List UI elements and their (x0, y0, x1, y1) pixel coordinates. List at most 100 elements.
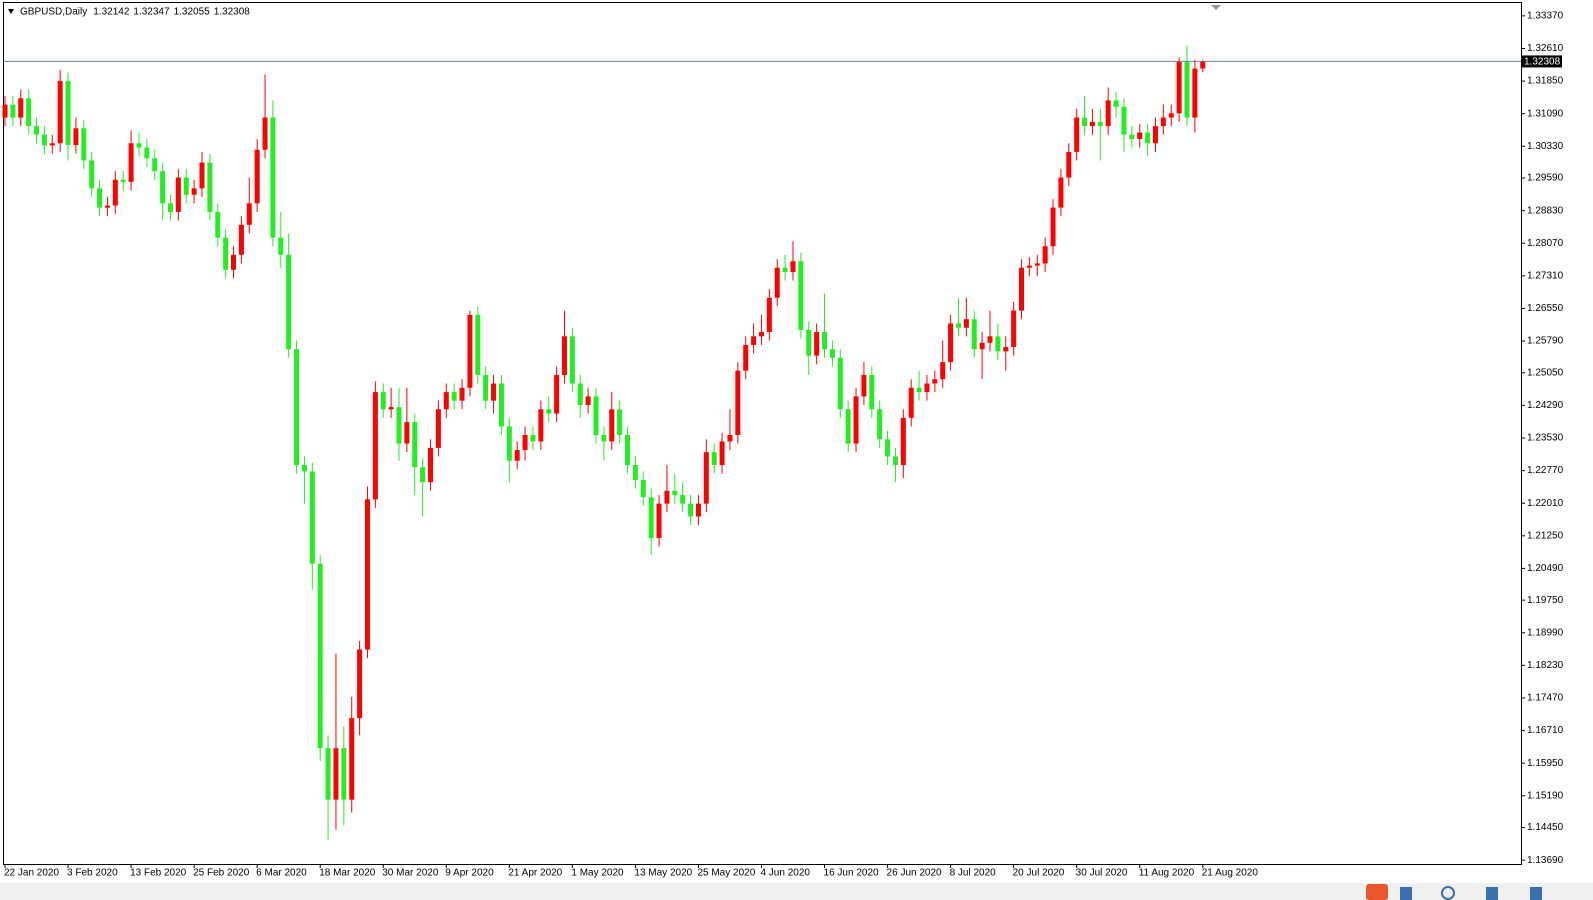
taskbar-icon[interactable] (1530, 887, 1542, 900)
current-price-label: 1.32308 (1524, 57, 1561, 68)
candle-body (1019, 267, 1025, 311)
x-tick-label: 13 May 2020 (634, 868, 692, 879)
candle-body (309, 471, 315, 564)
candle-body (554, 374, 560, 414)
y-tick-label: 1.18990 (1527, 627, 1564, 638)
candle-body (688, 503, 694, 517)
candle-body (1003, 347, 1009, 352)
candle-body (349, 718, 355, 800)
candle-body (152, 158, 158, 172)
candle-body (940, 362, 946, 380)
candle-body (1097, 121, 1103, 127)
candle-body (703, 452, 709, 504)
taskbar-icon[interactable] (1441, 886, 1455, 900)
candle-body (262, 117, 268, 150)
y-tick-label: 1.31090 (1527, 108, 1564, 119)
y-tick-label: 1.21250 (1527, 530, 1564, 541)
candle-body (1113, 100, 1119, 107)
candle-body (766, 297, 772, 333)
y-tick-label: 1.25050 (1527, 367, 1564, 378)
candle-body (971, 319, 977, 350)
candle-body (861, 374, 867, 397)
chart-title: GBPUSD,Daily (20, 7, 87, 18)
candle-body (877, 409, 883, 440)
candle-body (1082, 117, 1088, 127)
candle-body (81, 128, 87, 161)
candle-body (680, 495, 686, 504)
y-tick-label: 1.16710 (1527, 725, 1564, 736)
candle-body (1152, 126, 1158, 144)
candle-body (1168, 113, 1174, 118)
candle-body (798, 261, 804, 330)
candle-body (885, 439, 891, 457)
y-tick-label: 1.13690 (1527, 855, 1564, 866)
shift-marker (1211, 5, 1221, 10)
candle-body (908, 387, 914, 418)
candle-body (1026, 265, 1032, 268)
x-tick-label: 22 Jan 2020 (4, 868, 59, 879)
taskbar-icon[interactable] (1486, 887, 1498, 900)
candle-body (26, 98, 32, 127)
candle-body (215, 211, 221, 238)
candle-body (435, 409, 441, 448)
y-tick-label: 1.28830 (1527, 205, 1564, 216)
candle-body (160, 171, 166, 204)
candle-body (790, 261, 796, 272)
candle-body (948, 323, 954, 363)
candle-body (1011, 310, 1017, 348)
candle-body (735, 370, 741, 436)
candle-body (286, 254, 292, 350)
candle-body (333, 748, 339, 800)
candle-body (1129, 134, 1135, 139)
y-tick-label: 1.31850 (1527, 76, 1564, 87)
candle-body (144, 147, 150, 159)
x-tick-label: 8 Jul 2020 (950, 868, 997, 879)
candle-body (758, 332, 764, 337)
candle-body (128, 143, 134, 182)
candle-body (1200, 61, 1206, 69)
candle-body (10, 104, 16, 118)
candle-body (845, 409, 851, 444)
candle-body (1160, 117, 1166, 127)
candle-body (577, 383, 583, 405)
candle-body (183, 177, 189, 195)
candle-body (49, 143, 55, 146)
menu-arrow[interactable] (8, 9, 14, 14)
candle-body (1058, 177, 1064, 208)
candle-body (900, 417, 906, 466)
x-tick-label: 3 Feb 2020 (67, 868, 118, 879)
candle-body (428, 447, 434, 483)
candle-body (751, 336, 757, 345)
header-value: 1.32142 (93, 7, 130, 18)
x-tick-label: 30 Jul 2020 (1076, 868, 1128, 879)
candle-body (593, 396, 599, 436)
candle-body (892, 456, 898, 466)
candle-body (648, 497, 654, 538)
candle-body (404, 422, 410, 444)
y-tick-label: 1.15950 (1527, 758, 1564, 769)
candle-body (207, 162, 213, 212)
taskbar-icon[interactable] (1400, 887, 1412, 900)
candle-body (656, 503, 662, 538)
candle-body (632, 465, 638, 481)
candle-body (270, 117, 276, 238)
candle-body (585, 396, 591, 405)
x-tick-label: 6 Mar 2020 (256, 868, 307, 879)
candle-body (530, 435, 536, 442)
candle-body (341, 748, 347, 800)
x-tick-label: 21 Aug 2020 (1202, 868, 1259, 879)
candle-body (34, 126, 40, 135)
y-tick-label: 1.15190 (1527, 790, 1564, 801)
y-tick-label: 1.24290 (1527, 400, 1564, 411)
taskbar-icon[interactable] (1366, 884, 1388, 900)
candle-body (112, 179, 118, 206)
candle-body (18, 98, 24, 118)
candle-body (357, 649, 363, 719)
candle-body (1074, 117, 1080, 152)
y-tick-label: 1.14450 (1527, 822, 1564, 833)
candle-body (695, 503, 701, 517)
candle-body (837, 357, 843, 410)
y-tick-label: 1.25790 (1527, 336, 1564, 347)
x-tick-label: 11 Aug 2020 (1139, 868, 1195, 879)
